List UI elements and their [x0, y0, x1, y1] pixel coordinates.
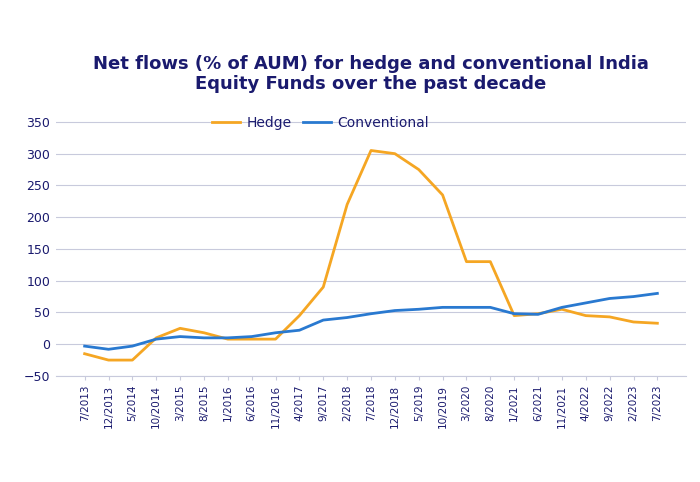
Hedge [80, 351, 89, 357]
Conventional [80, 343, 89, 349]
Conventional [104, 347, 113, 352]
Conventional [534, 311, 542, 317]
Conventional [653, 291, 662, 296]
Hedge [319, 284, 328, 290]
Conventional [606, 295, 614, 301]
Conventional [248, 334, 256, 339]
Hedge [367, 147, 375, 153]
Hedge [223, 336, 232, 342]
Hedge [462, 259, 470, 265]
Conventional [223, 335, 232, 341]
Conventional [414, 307, 423, 312]
Conventional [272, 330, 280, 335]
Conventional [462, 305, 470, 310]
Conventional [438, 305, 447, 310]
Line: Conventional: Conventional [85, 294, 657, 349]
Conventional [152, 336, 160, 342]
Hedge [486, 259, 494, 265]
Hedge [534, 311, 542, 317]
Hedge [104, 357, 113, 363]
Conventional [582, 300, 590, 306]
Hedge [653, 321, 662, 326]
Conventional [176, 334, 184, 339]
Hedge [438, 192, 447, 198]
Title: Net flows (% of AUM) for hedge and conventional India
Equity Funds over the past: Net flows (% of AUM) for hedge and conve… [93, 54, 649, 94]
Hedge [510, 313, 519, 319]
Hedge [629, 319, 638, 325]
Legend: Hedge, Conventional: Hedge, Conventional [206, 110, 435, 135]
Conventional [486, 305, 494, 310]
Conventional [367, 311, 375, 317]
Hedge [343, 201, 351, 207]
Conventional [343, 315, 351, 321]
Hedge [199, 330, 208, 335]
Hedge [391, 151, 399, 157]
Conventional [558, 305, 566, 310]
Hedge [272, 336, 280, 342]
Hedge [606, 314, 614, 320]
Conventional [295, 327, 304, 333]
Hedge [414, 167, 423, 173]
Conventional [510, 311, 519, 317]
Hedge [152, 335, 160, 341]
Hedge [582, 313, 590, 319]
Conventional [629, 294, 638, 299]
Hedge [558, 307, 566, 312]
Conventional [319, 317, 328, 323]
Hedge [176, 325, 184, 331]
Conventional [199, 335, 208, 341]
Line: Hedge: Hedge [85, 150, 657, 360]
Conventional [391, 308, 399, 313]
Conventional [128, 343, 136, 349]
Hedge [295, 313, 304, 319]
Hedge [248, 336, 256, 342]
Hedge [128, 357, 136, 363]
